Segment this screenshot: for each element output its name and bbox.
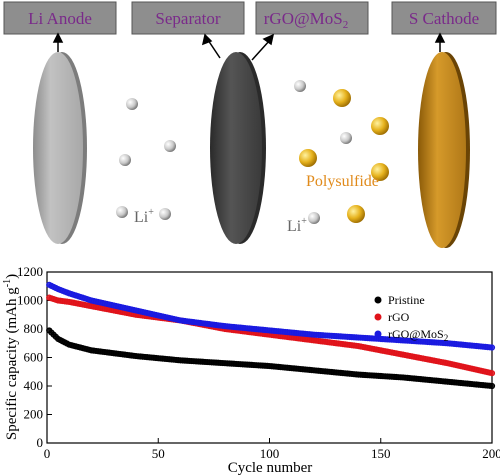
li-ion-label-right: Li+ [287,216,307,235]
polysulfide-sphere [371,163,389,181]
x-tick-label: 100 [260,446,280,461]
li-ion [340,132,352,144]
rgo-arrow [251,39,271,61]
data-point [488,344,496,351]
series-rgo-mos [46,281,496,351]
li-ion-label-left: Li+ [134,207,154,226]
pointer-arrows [52,32,446,61]
series-pristine [46,327,496,390]
li-ion [294,80,306,92]
cathode-label: S Cathode [409,9,479,28]
data-point [488,370,496,377]
polysulfide-spheres [299,89,389,223]
x-tick-label: 150 [371,446,391,461]
legend-marker [374,296,382,304]
x-tick-label: 50 [152,446,165,461]
battery-schematic: Li Anode Separator rGO@MoS2 S Cathode [3,1,497,248]
rgo-label-box: rGO@MoS2 [255,1,369,35]
li-ion [119,154,131,166]
polysulfide-sphere [371,117,389,135]
y-tick-label: 0 [37,435,44,450]
series-rgo [46,294,496,377]
y-tick-label: 200 [24,407,44,422]
li-ions [116,80,352,224]
y-tick-label: 600 [24,350,44,365]
anode-label-box: Li Anode [3,1,117,35]
legend-marker [374,330,382,338]
li-ion [308,212,320,224]
x-tick-label: 0 [44,446,51,461]
y-tick-label: 1200 [17,264,43,279]
rgo-arrowhead [262,33,275,46]
x-axis-title: Cycle number [228,460,313,476]
polysulfide-label: Polysulfide [306,173,379,190]
legend-marker [374,313,382,321]
s-cathode-disc [418,52,470,248]
capacity-chart: 0 200 400 600 800 1000 1200 0 50 100 150 200 Prist… [2,264,500,476]
legend-label: rGO [388,310,410,324]
polysulfide-sphere [333,89,351,107]
rgo-label: rGO@MoS2 [264,9,348,31]
y-axis-title: Specific capacity (mAh g-1) [2,274,20,440]
li-ion [126,98,138,110]
data-series [46,281,496,390]
cathode-label-box: S Cathode [391,1,497,35]
polysulfide-sphere [347,205,365,223]
separator-arrow [207,39,221,59]
y-axis: 0 200 400 600 800 1000 1200 [17,264,52,450]
x-tick-label: 200 [482,446,500,461]
legend: Pristine rGO rGO@MoS2 [374,293,448,343]
y-tick-label: 800 [24,321,44,336]
separator-arrowhead [201,33,213,46]
legend-label: rGO@MoS2 [388,327,448,343]
y-tick-label: 1000 [17,293,43,308]
separator-label-box: Separator [131,1,245,35]
separator-disc [210,52,266,244]
anode-label: Li Anode [28,9,92,28]
li-ion [164,140,176,152]
anode-arrowhead [52,32,64,43]
legend-label: Pristine [388,293,425,307]
li-ion [116,206,128,218]
cathode-arrowhead [434,32,446,43]
data-point [488,382,496,390]
polysulfide-sphere [299,149,317,167]
x-axis: 0 50 100 150 200 [44,438,500,461]
separator-label: Separator [155,9,220,28]
li-anode-disc [33,52,87,244]
y-tick-label: 400 [24,378,44,393]
li-ion [159,208,171,220]
